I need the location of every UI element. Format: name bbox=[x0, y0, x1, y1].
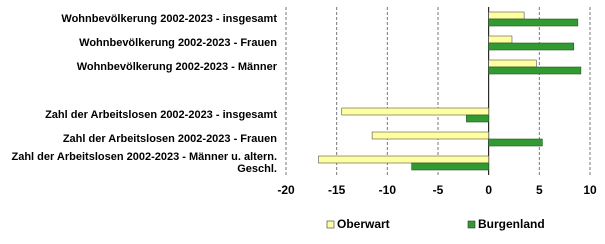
x-tick-label: 10 bbox=[583, 183, 597, 197]
x-tick-label: 0 bbox=[485, 183, 492, 197]
x-tick-label: -15 bbox=[328, 183, 346, 197]
y-tick-label: Wohnbevölkerung 2002-2023 - insgesamt bbox=[61, 13, 277, 25]
y-tick-label: Wohnbevölkerung 2002-2023 - Männer bbox=[76, 61, 277, 73]
bar bbox=[488, 138, 543, 147]
y-tick-label: Zahl der Arbeitslosen 2002-2023 - insges… bbox=[45, 109, 277, 121]
y-tick-label: Zahl der Arbeitslosen 2002-2023 - Frauen bbox=[62, 133, 277, 145]
bar bbox=[318, 155, 489, 164]
bar bbox=[488, 59, 537, 68]
legend-swatch bbox=[326, 220, 335, 229]
bar bbox=[488, 35, 513, 44]
bar bbox=[341, 107, 489, 116]
y-tick-label: Zahl der Arbeitslosen 2002-2023 - Männer… bbox=[11, 151, 277, 175]
x-tick-label: -20 bbox=[277, 183, 295, 197]
x-tick-label: -10 bbox=[379, 183, 397, 197]
legend-label: Burgenland bbox=[478, 217, 545, 231]
bar bbox=[371, 131, 489, 140]
legend-swatch bbox=[467, 220, 476, 229]
bar bbox=[488, 18, 579, 27]
bar bbox=[411, 162, 489, 171]
legend-label: Oberwart bbox=[337, 217, 390, 231]
bar bbox=[466, 114, 489, 123]
y-tick-label: Wohnbevölkerung 2002-2023 - Frauen bbox=[79, 37, 277, 49]
bar bbox=[488, 11, 525, 20]
x-tick-label: -5 bbox=[433, 183, 444, 197]
bar bbox=[488, 66, 582, 75]
x-tick-label: 5 bbox=[536, 183, 543, 197]
bar bbox=[488, 42, 575, 51]
